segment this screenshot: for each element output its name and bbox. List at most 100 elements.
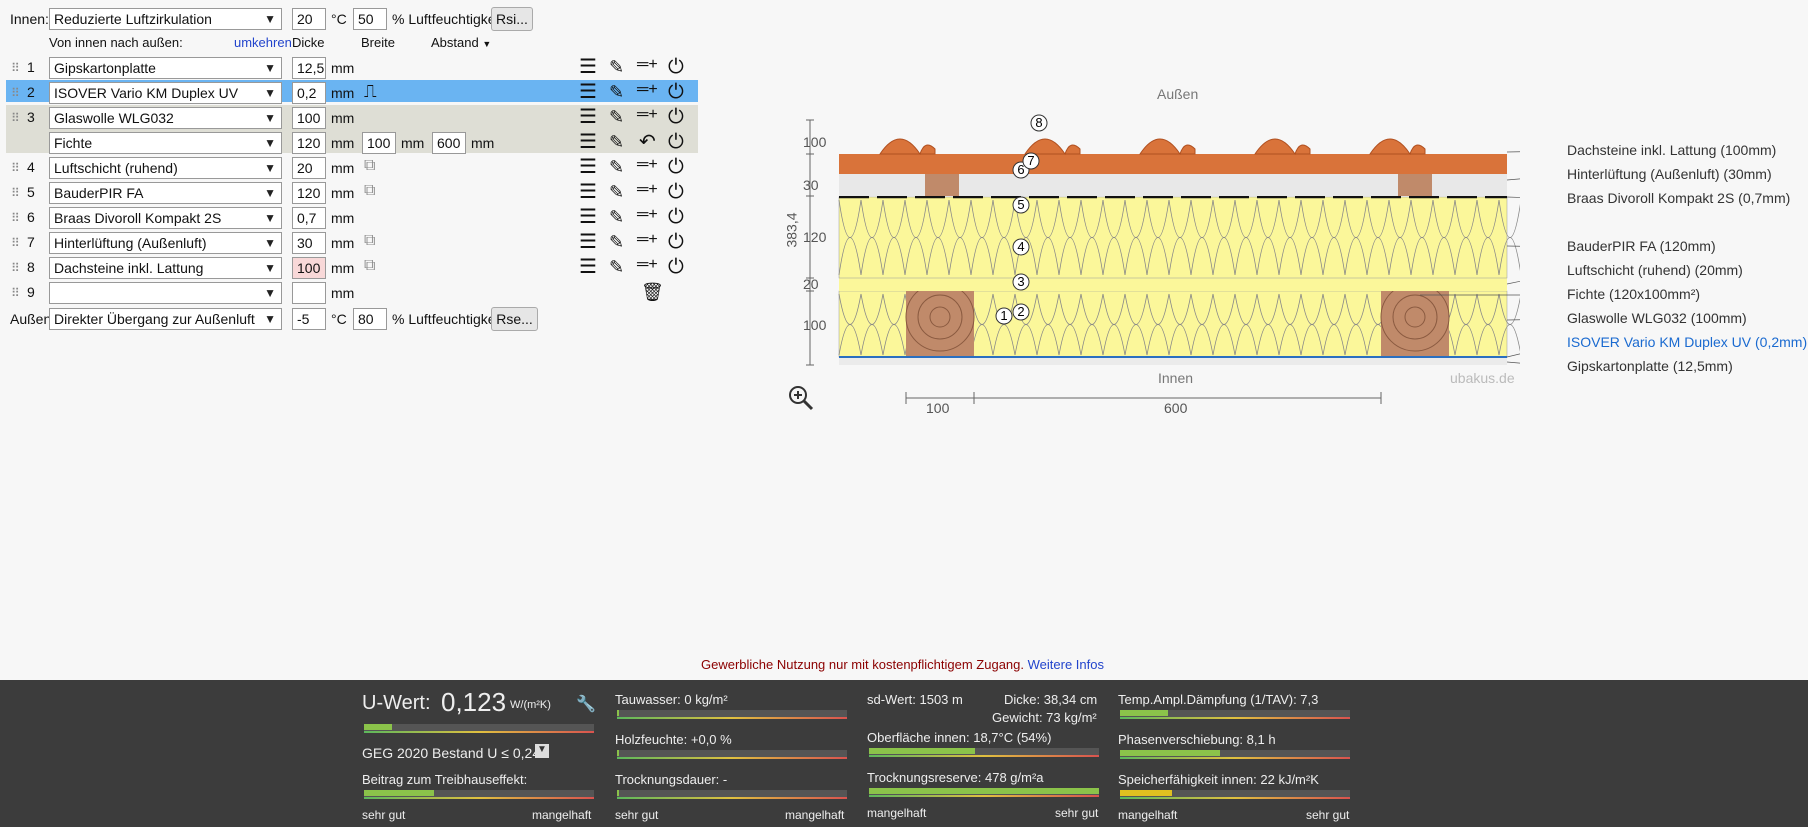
layer-thickness-input[interactable]: 100 [292, 257, 326, 279]
layer-material-select[interactable]: BauderPIR FA ▼ [49, 182, 282, 204]
add-layer-icon[interactable]: ═+ [637, 181, 658, 198]
scale-bad-2: mangelhaft [785, 808, 845, 822]
layer-material-select[interactable]: Fichte ▼ [49, 132, 282, 154]
power-icon[interactable]: ⏻ [668, 156, 684, 178]
layer-thickness-input[interactable]: 0,2 [292, 82, 326, 104]
drag-handle-icon[interactable]: ⠿ [11, 186, 20, 200]
layer-material-select[interactable]: Braas Divoroll Kompakt 2S ▼ [49, 207, 282, 229]
scale-good-1: sehr gut [362, 808, 406, 822]
drag-handle-icon[interactable]: ⠿ [11, 61, 20, 75]
menu-icon[interactable]: ☰ [579, 156, 597, 178]
inside-climate-select[interactable]: Reduzierte Luftzirkulation ▼ [49, 8, 282, 30]
drag-handle-icon[interactable]: ⠿ [11, 286, 20, 300]
layer-material-select[interactable]: Hinterlüftung (Außenluft) ▼ [49, 232, 282, 254]
reverse-link[interactable]: umkehren [234, 35, 292, 50]
menu-icon[interactable]: ☰ [579, 56, 597, 78]
layer-material-select[interactable]: ▼ [49, 282, 282, 304]
rse-button[interactable]: Rse... [491, 307, 538, 331]
menu-icon[interactable]: ☰ [579, 181, 597, 203]
layer-material-select[interactable]: ISOVER Vario KM Duplex UV ▼ [49, 82, 282, 104]
layer-material-select[interactable]: Gipskartonplatte ▼ [49, 57, 282, 79]
power-icon[interactable]: ⏻ [668, 231, 684, 253]
edit-icon[interactable]: ✎ [609, 157, 625, 177]
drag-handle-icon[interactable]: ⠿ [11, 111, 20, 125]
drag-handle-icon[interactable]: ⠿ [11, 86, 20, 100]
outside-humidity-input[interactable]: 80 [353, 308, 387, 330]
layer-thickness-unit: mm [331, 185, 355, 201]
drag-handle-icon[interactable]: ⠿ [11, 261, 20, 275]
geg-dropdown-icon[interactable]: ▼ [535, 744, 549, 758]
inside-humidity-input[interactable]: 50 [353, 8, 387, 30]
drag-handle-icon[interactable]: ⠿ [11, 236, 20, 250]
legend-item: Fichte (120x100mm²) [1567, 286, 1701, 302]
trash-icon[interactable]: 🗑 [641, 282, 664, 302]
add-subdivision-icon[interactable]: ⧉ [364, 232, 376, 249]
edit-icon[interactable]: ✎ [609, 207, 625, 227]
layer-thickness-input[interactable]: 12,5 [292, 57, 326, 79]
add-layer-icon[interactable]: ═+ [637, 206, 658, 223]
add-subdivision-icon[interactable]: ⧉ [364, 257, 376, 274]
edit-icon[interactable]: ✎ [609, 82, 625, 102]
outside-temp-input[interactable]: -5 [292, 308, 326, 330]
layer-material-select[interactable]: Dachsteine inkl. Lattung ▼ [49, 257, 282, 279]
geg-standard[interactable]: GEG 2020 Bestand U ≤ 0,24 [362, 745, 541, 761]
col-distance[interactable]: Abstand ▼ [431, 35, 492, 50]
inside-temp-unit: °C [331, 11, 347, 27]
zoom-icon[interactable] [788, 385, 814, 411]
add-layer-icon[interactable]: ═+ [637, 231, 658, 248]
add-layer-icon[interactable]: ═+ [637, 106, 658, 123]
outside-climate-value: Direkter Übergang zur Außenluft [54, 311, 255, 327]
layer-thickness-input[interactable]: 20 [292, 157, 326, 179]
layer-thickness-input[interactable] [292, 282, 326, 304]
edit-icon[interactable]: ✎ [609, 257, 625, 277]
power-icon[interactable]: ⏻ [668, 256, 684, 278]
power-icon[interactable]: ⏻ [668, 206, 684, 228]
power-icon[interactable]: ⏻ [668, 106, 684, 128]
edit-icon[interactable]: ✎ [609, 232, 625, 252]
vapor-barrier-icon[interactable]: ⎍ [364, 81, 377, 101]
drag-handle-icon[interactable]: ⠿ [11, 211, 20, 225]
outside-climate-select[interactable]: Direkter Übergang zur Außenluft ▼ [49, 308, 282, 330]
drying-reserve: Trocknungsreserve: 478 g/m²a [867, 770, 1044, 785]
drag-handle-icon[interactable]: ⠿ [11, 161, 20, 175]
add-layer-icon[interactable]: ═+ [637, 156, 658, 173]
edit-icon[interactable]: ✎ [609, 132, 625, 152]
menu-icon[interactable]: ☰ [579, 206, 597, 228]
edit-icon[interactable]: ✎ [609, 182, 625, 202]
add-subdivision-icon[interactable]: ⧉ [364, 157, 376, 174]
menu-icon[interactable]: ☰ [579, 231, 597, 253]
layer-thickness-input[interactable]: 0,7 [292, 207, 326, 229]
menu-icon[interactable]: ☰ [579, 256, 597, 278]
add-layer-icon[interactable]: ═+ [637, 56, 658, 73]
wrench-icon[interactable]: 🔧 [576, 696, 596, 713]
edit-icon[interactable]: ✎ [609, 107, 625, 127]
layer-thickness-input[interactable]: 120 [292, 182, 326, 204]
menu-icon[interactable]: ☰ [579, 131, 597, 153]
add-subdivision-icon[interactable]: ⧉ [364, 182, 376, 199]
menu-icon[interactable]: ☰ [579, 81, 597, 103]
menu-icon[interactable]: ☰ [579, 106, 597, 128]
layer-material-select[interactable]: Glaswolle WLG032 ▼ [49, 107, 282, 129]
add-layer-icon[interactable]: ═+ [637, 81, 658, 98]
layer-distance-input[interactable]: 600 [432, 132, 466, 154]
layer-material-select[interactable]: Luftschicht (ruhend) ▼ [49, 157, 282, 179]
power-icon[interactable]: ⏻ [668, 181, 684, 203]
layer-width-input[interactable]: 100 [362, 132, 396, 154]
layer-thickness-unit: mm [331, 260, 355, 276]
inside-temp-input[interactable]: 20 [292, 8, 326, 30]
layer-thickness-input[interactable]: 30 [292, 232, 326, 254]
power-icon[interactable]: ⏻ [668, 56, 684, 78]
layer-thickness-input[interactable]: 120 [292, 132, 326, 154]
layer-thickness-input[interactable]: 100 [292, 107, 326, 129]
add-layer-icon[interactable]: ═+ [637, 256, 658, 273]
sd-value: sd-Wert: 1503 m [867, 692, 963, 707]
u-value-label: U-Wert: [362, 692, 431, 714]
drying-time: Trocknungsdauer: - [615, 772, 728, 787]
more-info-link[interactable]: Weitere Infos [1027, 657, 1104, 672]
power-icon[interactable]: ⏻ [668, 81, 684, 103]
power-icon[interactable]: ⏻ [668, 131, 684, 153]
edit-icon[interactable]: ✎ [609, 57, 625, 77]
rsi-button[interactable]: Rsi... [491, 7, 533, 31]
undo-icon[interactable]: ↶ [639, 131, 656, 153]
chevron-down-icon: ▼ [264, 111, 276, 125]
